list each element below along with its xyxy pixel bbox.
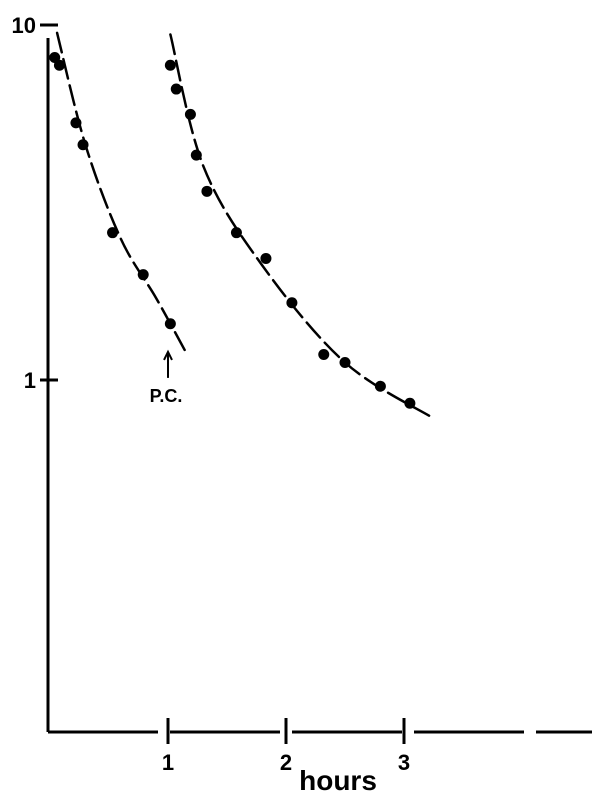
y-tick-label: 10 [12, 13, 36, 38]
annotations: P.C. [150, 349, 183, 406]
series-2-point [318, 348, 330, 360]
y-tick-label: 1 [24, 368, 36, 393]
series-1-point [53, 59, 65, 71]
series-1-point [77, 139, 89, 151]
series-2-point [170, 83, 182, 95]
series-1-point [70, 117, 82, 129]
axes [46, 38, 592, 734]
annotation-label: P.C. [150, 386, 183, 406]
series-2-point [230, 227, 242, 239]
series-1-point [137, 269, 149, 281]
data-points [49, 51, 416, 409]
series-2-point [286, 297, 298, 309]
annotation-arrow-head [163, 349, 173, 361]
x-axis-title: hours [299, 765, 377, 796]
fitted-curves [55, 31, 435, 420]
x-tick-label: 3 [398, 750, 410, 775]
series-1-curve [55, 31, 187, 354]
x-ticks: 1 2 3 [162, 718, 410, 775]
series-2-point [339, 357, 351, 369]
series-2-point [164, 59, 176, 71]
series-2-point [404, 397, 416, 409]
series-2-point [184, 108, 196, 120]
series-2-point [260, 252, 272, 264]
series-1-point [107, 227, 119, 239]
y-ticks: 10 1 [12, 13, 58, 393]
x-tick-label: 2 [280, 750, 292, 775]
series-2-curve [169, 33, 435, 420]
series-2-point [201, 185, 213, 197]
x-tick-label: 1 [162, 750, 174, 775]
series-1-point [164, 318, 176, 330]
series-2-point [190, 149, 202, 161]
series-2-point [374, 380, 386, 392]
